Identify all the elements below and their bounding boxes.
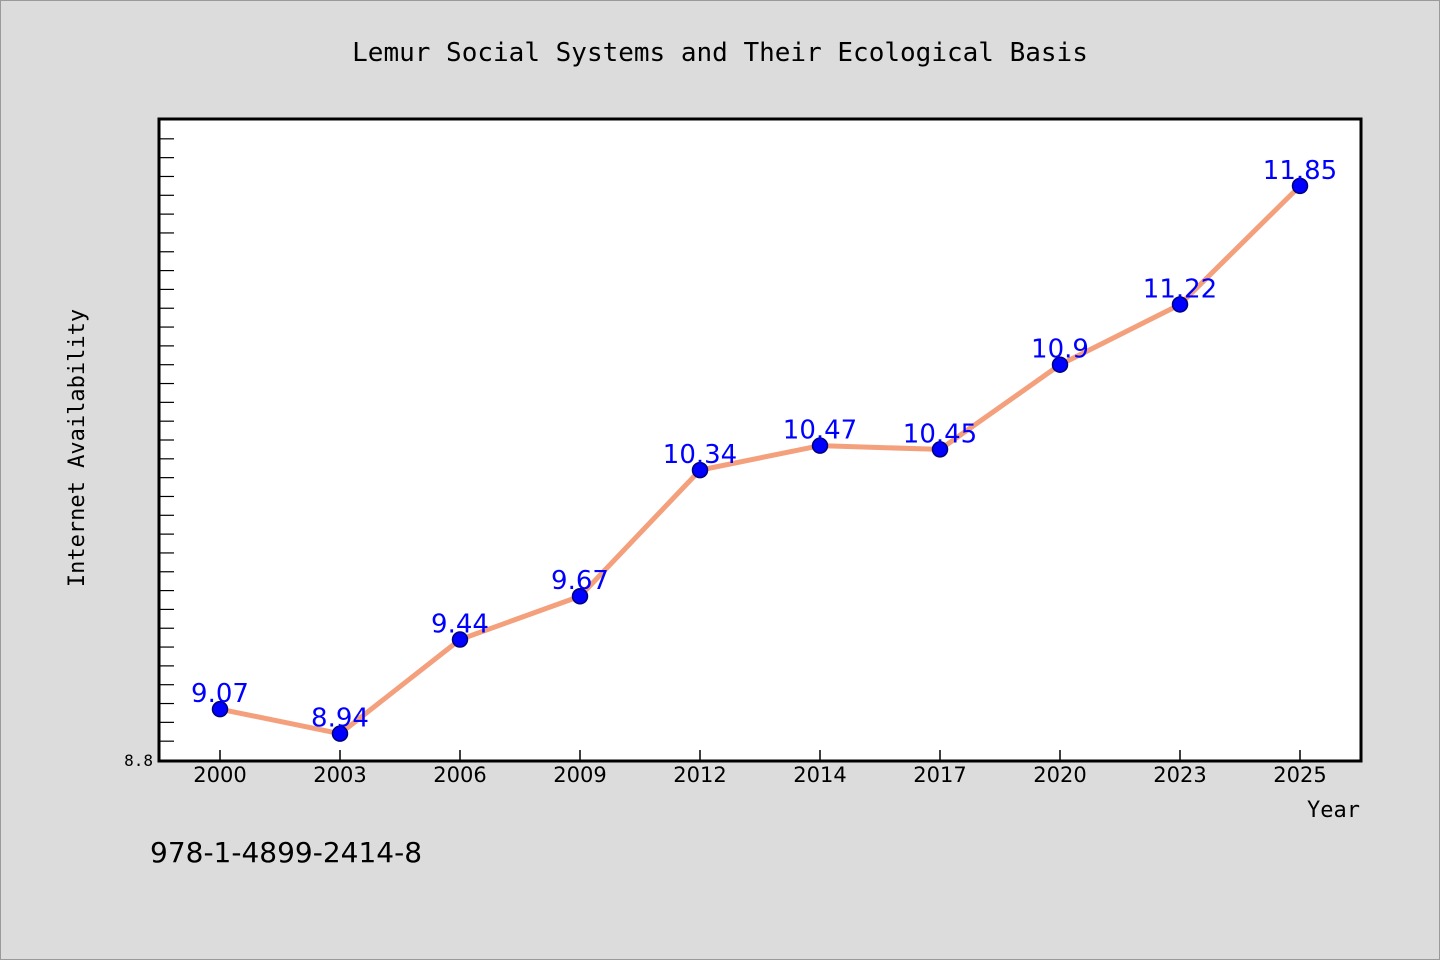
- x-tick-label: 2020: [1033, 763, 1086, 787]
- x-tick-label: 2000: [193, 763, 246, 787]
- data-label: 11.85: [1263, 156, 1337, 186]
- data-point: [451, 631, 469, 648]
- x-tick-label: 2023: [1153, 763, 1206, 787]
- data-label: 11.22: [1143, 274, 1217, 304]
- data-label: 9.44: [431, 610, 489, 640]
- y-axis-title: Internet Availability: [65, 309, 90, 587]
- data-point: [1291, 177, 1309, 195]
- x-tick-label: 2025: [1273, 763, 1326, 787]
- x-tick-label: 2014: [793, 763, 846, 787]
- data-point: [211, 700, 229, 718]
- data-point: [811, 437, 829, 454]
- data-label: 10.34: [663, 440, 737, 470]
- data-label: 9.07: [191, 679, 249, 709]
- data-point: [1171, 296, 1189, 313]
- data-point: [931, 441, 949, 458]
- data-label: 10.9: [1031, 335, 1089, 365]
- x-axis-title: Year: [1307, 798, 1360, 823]
- series-line: [217, 183, 1303, 737]
- data-label: 10.45: [903, 419, 977, 449]
- data-label: 10.47: [783, 416, 857, 446]
- x-tick-label: 2017: [913, 763, 966, 787]
- data-point: [1051, 356, 1069, 373]
- series-layer: 9.07 8.94 9.44 9.67 10.34 10.47 10.45 10.9 11.22…: [191, 156, 1337, 742]
- x-tick-label: 2003: [313, 763, 366, 787]
- data-label: 8.94: [311, 704, 369, 734]
- x-tick-label: 2006: [433, 763, 486, 787]
- x-axis-ticks: 2000 2003 2006 2009 2012 2014 2017 2020 2023 2025: [193, 750, 1327, 787]
- data-point: [571, 587, 589, 605]
- data-point: [691, 461, 709, 479]
- chart-title: Lemur Social Systems and Their Ecologica…: [352, 38, 1088, 68]
- plot-area: [157, 117, 1363, 763]
- y-minor-ticks: [160, 138, 174, 742]
- x-tick-label: 2012: [673, 763, 726, 787]
- isbn-label: 978-1-4899-2414-8: [150, 836, 422, 869]
- x-tick-label: 2009: [553, 763, 606, 787]
- data-point: [331, 725, 349, 742]
- y-tick-label: 8.8: [124, 751, 153, 770]
- data-label: 9.67: [551, 566, 609, 596]
